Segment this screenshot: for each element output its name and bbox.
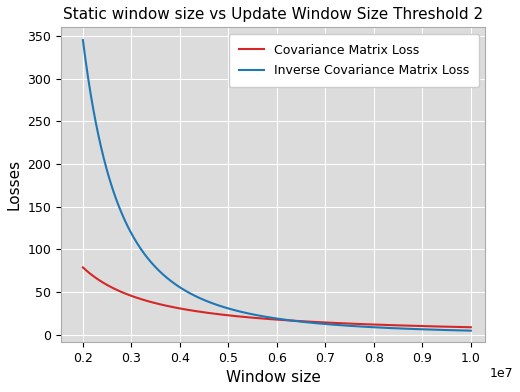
Inverse Covariance Matrix Loss (385, 326, 392, 330)
Line: Covariance Matrix Loss: Covariance Matrix Loss (83, 267, 471, 327)
Covariance Matrix Loss (456, 325, 462, 329)
Inverse Covariance Matrix Loss (80, 38, 86, 42)
X-axis label: Window size: Window size (226, 370, 321, 385)
Inverse Covariance Matrix Loss (457, 328, 463, 333)
Inverse Covariance Matrix Loss (467, 328, 474, 333)
Line: Inverse Covariance Matrix Loss: Inverse Covariance Matrix Loss (83, 40, 471, 331)
Text: 1e7: 1e7 (490, 367, 513, 380)
Inverse Covariance Matrix Loss (100, 152, 106, 156)
Legend: Covariance Matrix Loss, Inverse Covariance Matrix Loss: Covariance Matrix Loss, Inverse Covarian… (229, 34, 479, 87)
Inverse Covariance Matrix Loss (258, 314, 264, 318)
Covariance Matrix Loss (268, 317, 275, 321)
Inverse Covariance Matrix Loss (456, 328, 462, 333)
Covariance Matrix Loss (467, 325, 474, 330)
Covariance Matrix Loss (80, 265, 86, 270)
Covariance Matrix Loss (258, 316, 264, 321)
Title: Static window size vs Update Window Size Threshold 2: Static window size vs Update Window Size… (63, 7, 483, 22)
Covariance Matrix Loss (100, 280, 106, 285)
Covariance Matrix Loss (385, 323, 392, 327)
Inverse Covariance Matrix Loss (268, 316, 275, 320)
Covariance Matrix Loss (457, 325, 463, 329)
Y-axis label: Losses: Losses (7, 159, 22, 210)
